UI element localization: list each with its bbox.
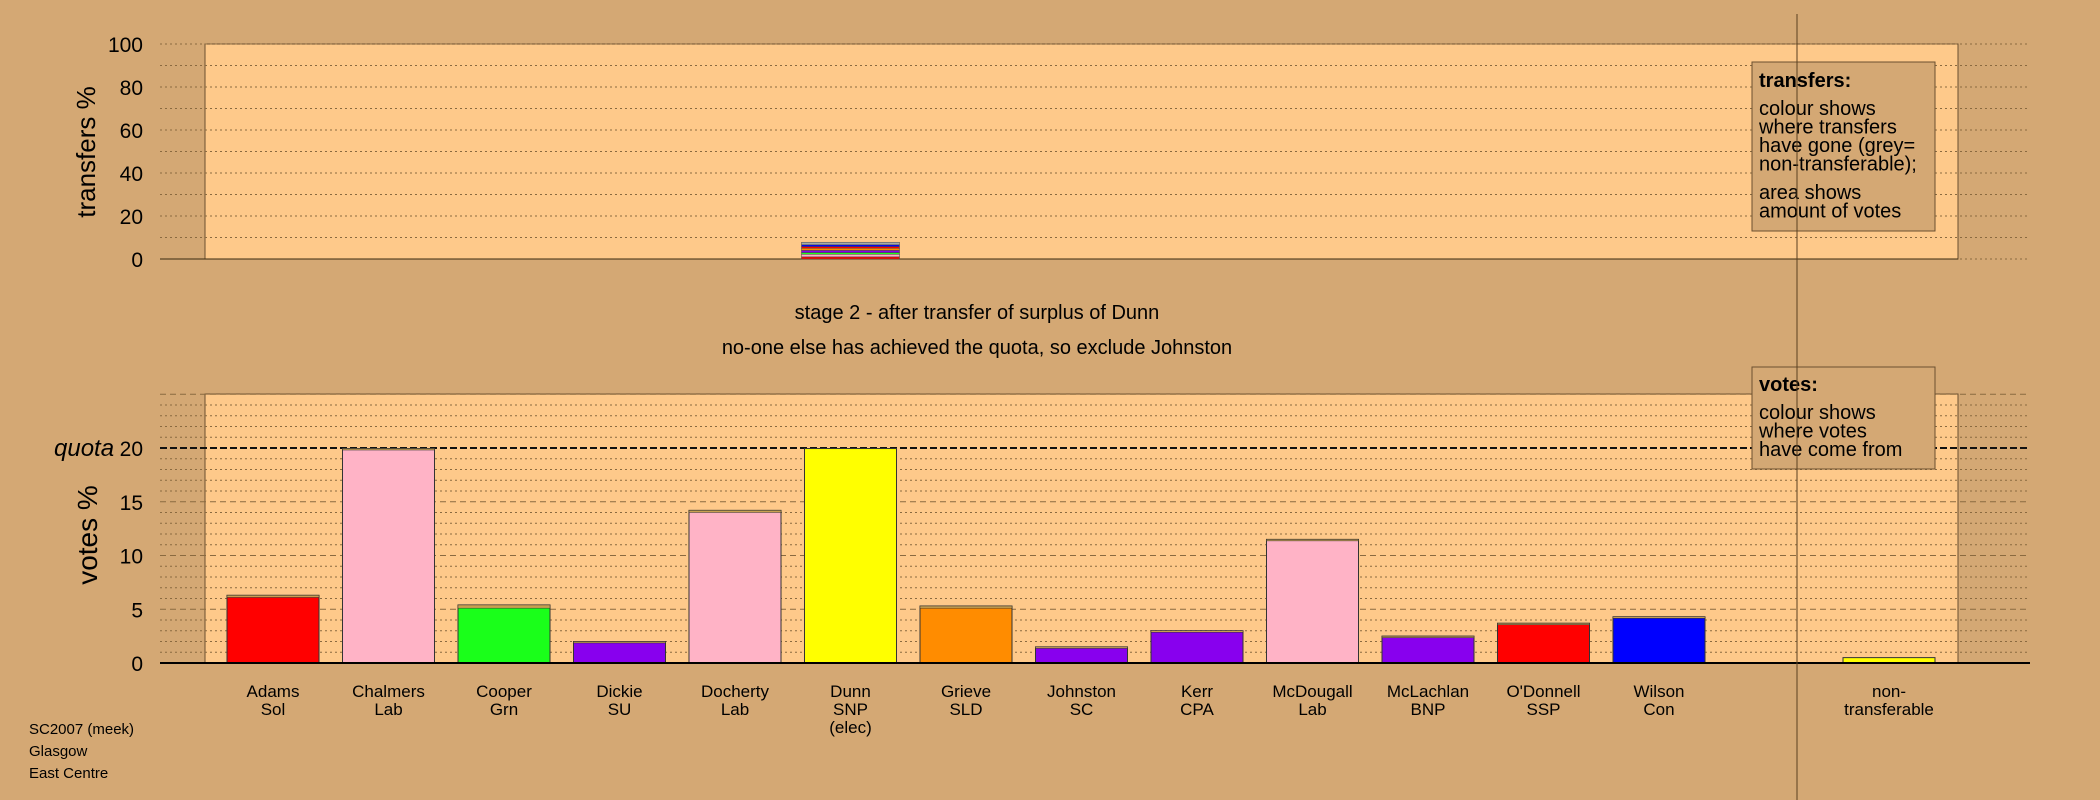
candidate-name-label: Johnston (1047, 682, 1116, 701)
vote-bar-transfer-segment (1381, 635, 1475, 638)
votes-y-axis-label: votes % (72, 485, 103, 585)
transfer-bar-segment (801, 252, 900, 255)
votes-ytick-label: 10 (120, 546, 143, 569)
transfers-legend-text: where transfers (1758, 117, 1897, 139)
stage-note: no-one else has achieved the quota, so e… (722, 337, 1232, 359)
vote-bar-transfer-segment (688, 510, 782, 513)
transfers-ytick-label: 60 (120, 120, 143, 143)
vote-bar (919, 605, 1013, 664)
candidate-name-label: Kerr (1181, 682, 1213, 701)
votes-legend-text: where votes (1758, 421, 1867, 443)
candidate-name-label: McDougall (1272, 682, 1352, 701)
vote-bar (1497, 622, 1590, 664)
transfer-bar-segment (801, 244, 900, 247)
candidate-name-label: McLachlan (1387, 682, 1469, 701)
votes-legend-title: votes: (1759, 374, 1818, 396)
transfers-ytick-label: 100 (108, 34, 143, 57)
transfers-legend-text: non-transferable); (1759, 154, 1917, 176)
vote-bar-transfer-segment (1612, 616, 1706, 619)
vote-bar-transfer-segment (573, 641, 666, 644)
candidate-party-label: CPA (1180, 700, 1214, 719)
transfers-legend-text: amount of votes (1759, 201, 1901, 223)
vote-bar (1266, 538, 1359, 664)
transfers-ytick-label: 80 (120, 77, 143, 100)
candidate-party-label: Lab (1298, 700, 1326, 719)
transfer-bar-segment (801, 248, 900, 251)
footer-text: SC2007 (meek) (29, 721, 134, 738)
vote-bar (573, 641, 666, 664)
vote-bar (226, 594, 320, 664)
transfers-y-axis-label: transfers % (71, 86, 101, 218)
transfer-bar-segment (801, 250, 900, 253)
footer-text: East Centre (29, 765, 108, 782)
vote-bar-transfer-segment (342, 448, 435, 451)
vote-bar (1035, 646, 1128, 664)
candidate-name-label: Chalmers (352, 682, 425, 701)
transfers-ytick-label: 20 (120, 206, 143, 229)
votes-legend-box (1751, 366, 1936, 470)
stage-title: stage 2 - after transfer of surplus of D… (795, 302, 1160, 324)
transfers-ytick-label: 40 (120, 163, 143, 186)
vote-bar (342, 448, 435, 664)
vote-bar (688, 509, 782, 664)
nontransferable-label: transferable (1844, 700, 1934, 719)
votes-legend-text: colour shows (1759, 402, 1876, 424)
votes-ytick-label: 5 (131, 599, 143, 622)
vote-bar-transfer-segment (1035, 646, 1128, 649)
vote-bar-transfer-segment (1150, 630, 1244, 633)
candidate-name-label: Dunn (830, 682, 871, 701)
candidate-party-label: SLD (949, 700, 982, 719)
transfer-bar-segment (801, 254, 900, 258)
vote-bar-transfer-segment (1497, 622, 1590, 625)
candidate-name-label: O'Donnell (1506, 682, 1580, 701)
vote-bar (804, 448, 897, 664)
transfers-legend-title: transfers: (1759, 70, 1851, 92)
votes-ytick-label: 20 (120, 438, 143, 461)
transfers-legend-text: have gone (grey= (1759, 135, 1915, 157)
transfers-legend-text: colour shows (1759, 98, 1876, 120)
vote-bar-transfer-segment (1266, 539, 1359, 542)
footer-text: Glasgow (29, 743, 88, 760)
votes-ytick-label: 15 (120, 492, 143, 515)
votes-legend-text: have come from (1759, 439, 1902, 461)
quota-label: quota (54, 435, 114, 462)
candidate-name-label: Grieve (941, 682, 991, 701)
candidate-party-label: Sol (261, 700, 286, 719)
transfers-ytick-label: 0 (131, 249, 143, 272)
vote-bar (457, 604, 551, 664)
candidate-name-label: Docherty (701, 682, 770, 701)
vote-bar (1612, 616, 1706, 664)
votes-ytick-label: 0 (131, 653, 143, 676)
transfers-legend-box (1751, 61, 1936, 232)
candidate-status-label: (elec) (829, 718, 872, 737)
candidate-party-label: SSP (1526, 700, 1560, 719)
vote-bar-transfer-segment (457, 604, 551, 609)
candidate-party-label: BNP (1411, 700, 1446, 719)
vote-bar (1381, 635, 1475, 664)
candidate-party-label: SU (608, 700, 632, 719)
vote-bar-transfer-segment (226, 595, 320, 598)
candidate-name-label: Wilson (1633, 682, 1684, 701)
transfer-bar-segment (801, 241, 900, 246)
candidate-party-label: Lab (374, 700, 402, 719)
candidate-name-label: Adams (247, 682, 300, 701)
candidate-party-label: Lab (721, 700, 749, 719)
nontransferable-label: non- (1872, 682, 1906, 701)
candidate-name-label: Cooper (476, 682, 532, 701)
candidate-party-label: SNP (833, 700, 868, 719)
vote-bar-transfer-segment (919, 605, 1013, 609)
transfer-bar-segment (801, 256, 900, 260)
transfers-legend-text: area shows (1759, 182, 1861, 204)
candidate-party-label: Grn (490, 700, 518, 719)
candidate-party-label: SC (1070, 700, 1094, 719)
candidate-party-label: Con (1643, 700, 1674, 719)
vote-bar (1150, 630, 1244, 664)
transfer-bar-segment (801, 246, 900, 249)
candidate-name-label: Dickie (596, 682, 642, 701)
